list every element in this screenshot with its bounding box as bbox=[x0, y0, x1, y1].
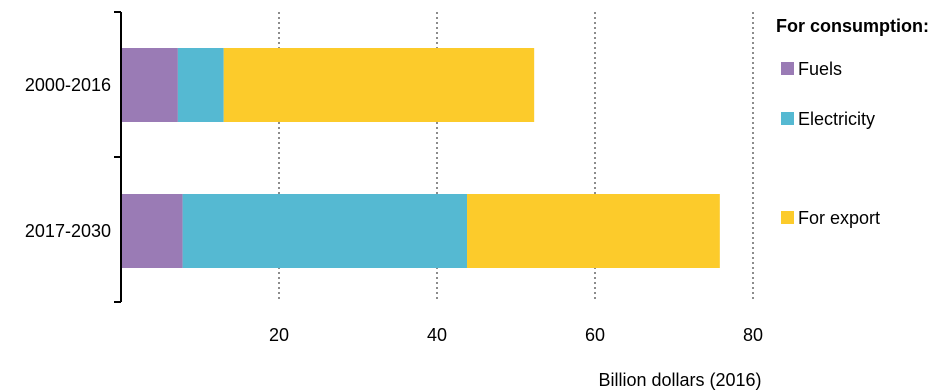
y-axis: 2000-2016 2017-2030 bbox=[25, 11, 122, 303]
bar-group-2000-2016 bbox=[121, 48, 535, 122]
bars bbox=[121, 48, 720, 268]
x-tick-label: 60 bbox=[585, 325, 605, 345]
x-axis-title: Billion dollars (2016) bbox=[598, 370, 761, 390]
legend-label: Fuels bbox=[798, 59, 842, 79]
legend-title: For consumption: bbox=[776, 16, 929, 36]
bar-for-export-2017-2030 bbox=[467, 194, 720, 268]
legend-swatch-for-export bbox=[781, 211, 794, 224]
bar-electricity-2000-2016 bbox=[177, 48, 224, 122]
x-tick-label: 40 bbox=[427, 325, 447, 345]
category-label: 2000-2016 bbox=[25, 75, 111, 95]
legend-swatch-electricity bbox=[781, 112, 794, 125]
bar-group-2017-2030 bbox=[121, 194, 720, 268]
legend-label: For export bbox=[798, 208, 880, 228]
legend-swatch-fuels bbox=[781, 62, 794, 75]
bar-for-export-2000-2016 bbox=[223, 48, 535, 122]
x-tick-labels: 20 40 60 80 bbox=[269, 325, 763, 345]
x-tick-label: 20 bbox=[269, 325, 289, 345]
category-label: 2017-2030 bbox=[25, 221, 111, 241]
legend-label: Electricity bbox=[798, 109, 875, 129]
x-tick-label: 80 bbox=[743, 325, 763, 345]
legend: For consumption: Fuels Electricity For exp… bbox=[776, 16, 929, 228]
bar-fuels-2017-2030 bbox=[121, 194, 183, 268]
bar-fuels-2000-2016 bbox=[121, 48, 178, 122]
bar-electricity-2017-2030 bbox=[182, 194, 468, 268]
